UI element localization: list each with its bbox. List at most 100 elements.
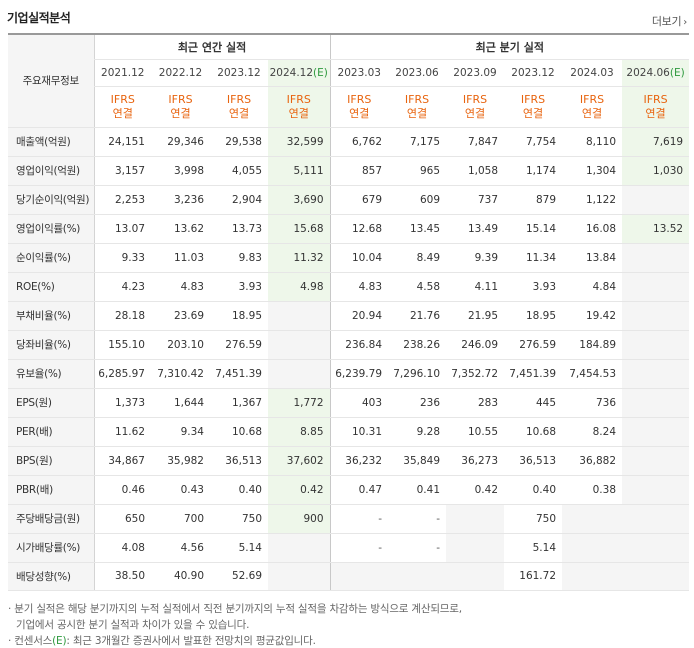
period-header: 2023.12 <box>504 59 563 87</box>
ifrs-badge: IFRS 연결 <box>93 86 151 128</box>
table-cell: 4.56 <box>151 533 210 563</box>
row-label: 유보율(%) <box>8 359 94 389</box>
period-header: 2023.09 <box>446 59 505 87</box>
table-cell: 236 <box>388 387 447 418</box>
table-cell: 12.68 <box>329 213 389 244</box>
table-cell: 161.72 <box>504 562 563 591</box>
table-cell: 52.69 <box>210 562 268 591</box>
table-body: 매출액(억원) 24,151 29,346 29,538 32,599 6,762 7,17… <box>8 127 690 591</box>
section-header: 기업실적분석 더보기 › <box>0 0 694 33</box>
table-cell: 3,998 <box>151 156 210 186</box>
table-cell: 7,454.53 <box>562 359 623 389</box>
table-cell <box>268 562 331 591</box>
table-cell: 4,055 <box>210 156 268 186</box>
ifrs-badge: IFRS 연결 <box>622 86 690 128</box>
table-cell: 7,619 <box>622 127 690 157</box>
table-cell: 736 <box>562 387 623 418</box>
table-cell: 16.08 <box>562 213 623 244</box>
period-header: 2024.06(E) <box>622 59 690 87</box>
table-cell: 5.14 <box>504 533 563 563</box>
table-cell: 4.83 <box>151 272 210 302</box>
table-cell: - <box>388 503 447 534</box>
table-cell: 7,310.42 <box>151 359 210 389</box>
ifrs-label: IFRS <box>579 92 605 106</box>
consolidated-label: 연결 <box>228 106 250 120</box>
period-label: 2023.12 <box>511 66 555 79</box>
table-cell: 10.68 <box>210 417 268 447</box>
table-cell <box>622 330 690 360</box>
table-cell: 40.90 <box>151 562 210 591</box>
period-label: 2024.06 <box>626 66 670 79</box>
table-cell: 36,513 <box>504 446 563 476</box>
annual-group-header: 최근 연간 실적 <box>93 33 331 60</box>
ifrs-badge: IFRS 연결 <box>446 86 505 128</box>
consolidated-label: 연결 <box>288 106 309 120</box>
table-cell: 0.40 <box>210 475 268 505</box>
row-label: BPS(원) <box>8 446 94 476</box>
table-cell: 0.38 <box>562 475 623 505</box>
row-label: 주당배당금(원) <box>8 503 94 534</box>
table-cell <box>446 562 505 591</box>
table-cell: 3.93 <box>504 272 563 302</box>
table-cell: 5.14 <box>210 533 268 563</box>
chevron-right-icon: › <box>683 17 687 28</box>
table-cell: 7,754 <box>504 127 563 157</box>
table-row: 영업이익(억원) 3,157 3,998 4,055 5,111 857 965 1,058 1… <box>8 156 690 186</box>
period-label: 2021.12 <box>101 66 145 79</box>
table-cell: 965 <box>388 156 447 186</box>
ifrs-label: IFRS <box>226 92 252 106</box>
table-cell: 700 <box>151 503 210 534</box>
estimate-mark: (E) <box>313 66 328 79</box>
footnote-2: · 컨센서스(E): 최근 3개월간 증권사에서 발표한 전망치의 평균값입니다… <box>8 633 462 648</box>
table-cell: 28.18 <box>93 300 151 331</box>
table-cell: 0.40 <box>504 475 563 505</box>
table-cell: 750 <box>210 503 268 534</box>
table-cell: 13.84 <box>562 243 623 273</box>
table-cell: 11.62 <box>93 417 151 447</box>
row-label: ROE(%) <box>8 272 94 302</box>
table-row: 시가배당률(%) 4.08 4.56 5.14- -5.14 <box>8 533 690 563</box>
ifrs-badge: IFRS 연결 <box>151 86 210 128</box>
table-cell: 3,236 <box>151 185 210 215</box>
estimate-mark: (E) <box>669 66 685 79</box>
table-cell: 13.07 <box>93 213 151 244</box>
table-cell: 24,151 <box>93 127 151 157</box>
footnote-2-suffix: : 최근 3개월간 증권사에서 발표한 전망치의 평균값입니다. <box>66 635 316 647</box>
table-cell <box>622 562 690 591</box>
table-cell: 609 <box>388 185 447 215</box>
table-cell: 36,513 <box>210 446 268 476</box>
table-cell: 857 <box>329 156 389 186</box>
footnote-1-cont: 기업에서 공시한 분기 실적과 차이가 있을 수 있습니다. <box>16 619 250 631</box>
table-cell: 4.84 <box>562 272 623 302</box>
table-cell: 184.89 <box>562 330 623 360</box>
more-link[interactable]: 더보기 › <box>652 13 687 29</box>
footnote-2-mark: (E) <box>52 635 67 647</box>
ifrs-header-row: IFRS 연결 IFRS 연결 IFRS 연결 IFRS 연결 IFRS 연결 IFRS 연결 IFRS… <box>8 86 690 128</box>
row-label: 당기순이익(억원) <box>8 185 94 215</box>
table-cell <box>622 475 690 505</box>
table-cell: 1,367 <box>210 387 268 418</box>
consolidated-label: 연결 <box>406 106 428 120</box>
row-label: 시가배당률(%) <box>8 533 94 563</box>
table-cell <box>622 503 690 534</box>
table-cell: 7,451.39 <box>504 359 563 389</box>
table-cell: 19.42 <box>562 300 623 331</box>
table-row: 배당성향(%) 38.50 40.90 52.69 161.72 <box>8 562 690 591</box>
quarter-group-header: 최근 분기 실적 <box>329 33 690 60</box>
table-cell: 10.04 <box>329 243 389 273</box>
ifrs-badge: IFRS 연결 <box>504 86 563 128</box>
table-row: 당기순이익(억원) 2,253 3,236 2,904 3,690 679 609 737 87… <box>8 185 690 215</box>
table-cell: 13.45 <box>388 213 447 244</box>
ifrs-label: IFRS <box>347 92 372 106</box>
row-label: PER(배) <box>8 417 94 447</box>
footnote-2-prefix: · 컨센서스 <box>8 635 53 647</box>
table-cell: 650 <box>93 503 151 534</box>
row-label: 영업이익(억원) <box>8 156 94 186</box>
ifrs-label: IFRS <box>168 92 193 106</box>
table-cell: 5,111 <box>268 156 331 186</box>
period-label: 2022.12 <box>158 66 203 79</box>
period-header: 2021.12 <box>93 59 151 87</box>
table-row: 순이익률(%) 9.33 11.03 9.83 11.32 10.04 8.49 9.39 11… <box>8 243 690 273</box>
table-row: 영업이익률(%) 13.07 13.62 13.73 15.68 12.68 13.45 13… <box>8 213 690 244</box>
table-cell: 11.34 <box>504 243 563 273</box>
